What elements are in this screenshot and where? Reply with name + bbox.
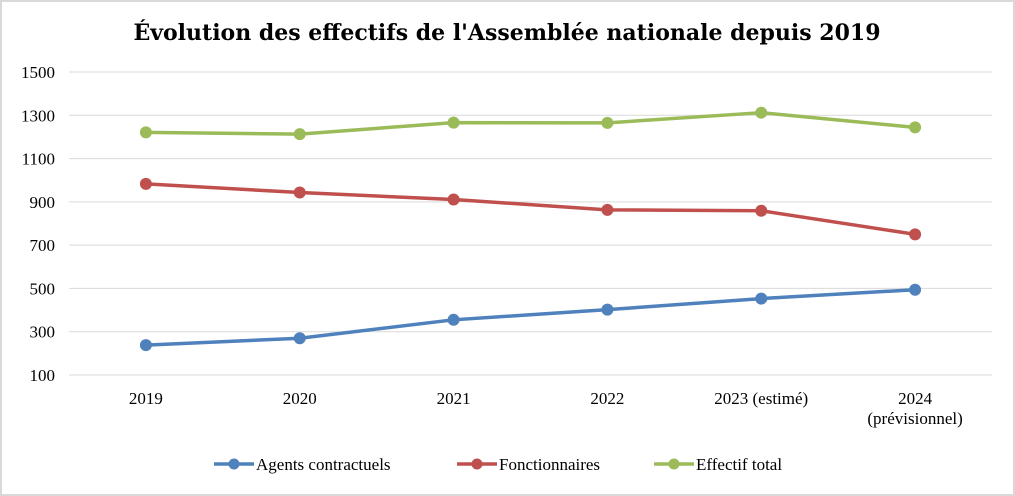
data-point xyxy=(139,177,152,190)
data-point xyxy=(755,204,768,217)
y-tick-label: 700 xyxy=(30,236,56,255)
legend-label: Fonctionnaires xyxy=(499,455,600,474)
x-axis-ticks: 2019 2020 2021 2022 2023 (estimé) 2024 (prévis… xyxy=(129,389,963,428)
x-tick-label: 2023 (estimé) xyxy=(714,389,808,408)
data-point xyxy=(909,121,922,134)
data-point xyxy=(447,193,460,206)
series-line xyxy=(145,182,916,237)
data-point xyxy=(293,128,306,141)
data-point xyxy=(601,203,614,216)
y-tick-label: 300 xyxy=(30,323,56,342)
y-tick-label: 1100 xyxy=(22,150,55,169)
y-axis-ticks: 100 300 500 700 900 1100 1300 1500 xyxy=(21,63,55,385)
x-tick-label: 2021 xyxy=(437,389,471,408)
legend-marker-icon xyxy=(471,458,483,470)
series-agents-contractuels xyxy=(139,283,922,352)
legend-label: Agents contractuels xyxy=(256,455,391,474)
legend-marker-icon xyxy=(228,458,240,470)
series-effectif-total xyxy=(139,106,922,141)
legend-item: Fonctionnaires xyxy=(457,455,600,474)
data-point xyxy=(139,339,152,352)
series-line xyxy=(145,287,916,347)
x-tick-label: 2019 xyxy=(129,389,163,408)
legend-item: Agents contractuels xyxy=(214,455,391,474)
series-line xyxy=(145,110,916,136)
data-point xyxy=(139,126,152,139)
series-layer xyxy=(139,106,922,352)
series-fonctionnaires xyxy=(139,177,922,241)
y-tick-label: 100 xyxy=(30,366,56,385)
legend-label: Effectif total xyxy=(696,455,782,474)
y-tick-label: 500 xyxy=(30,279,56,298)
x-tick-label: 2020 xyxy=(283,389,317,408)
y-tick-label: 900 xyxy=(30,193,56,212)
data-point xyxy=(909,283,922,296)
legend-marker-icon xyxy=(668,458,680,470)
data-point xyxy=(447,116,460,129)
chart-title: Évolution des effectifs de l'Assemblée n… xyxy=(133,19,880,46)
data-point xyxy=(755,106,768,119)
x-tick-label: 2024 (prévisionnel) xyxy=(867,389,962,428)
x-tick-label: 2022 xyxy=(590,389,624,408)
data-point xyxy=(601,303,614,316)
data-point xyxy=(293,332,306,345)
y-tick-label: 1300 xyxy=(21,106,55,125)
data-point xyxy=(293,186,306,199)
legend: Agents contractuels Fonctionnaires Effecti… xyxy=(214,455,782,474)
gridlines xyxy=(69,71,992,376)
y-tick-label: 1500 xyxy=(21,63,55,82)
legend-item: Effectif total xyxy=(654,455,782,474)
data-point xyxy=(755,292,768,305)
data-point xyxy=(909,228,922,241)
data-point xyxy=(447,313,460,326)
data-point xyxy=(601,116,614,129)
